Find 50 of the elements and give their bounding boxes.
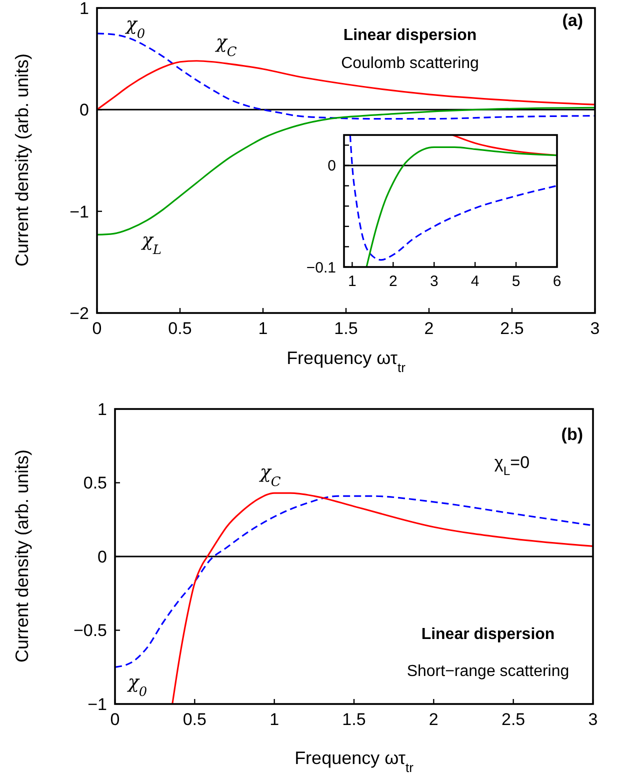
x-tick-label: 2.5 [500, 319, 524, 338]
x-tick-label: 1.5 [334, 319, 358, 338]
annotation: χ$_{L}$=0 [494, 453, 530, 478]
x-tick-label: 1 [258, 319, 268, 338]
y-tick-label: −2 [70, 304, 89, 323]
x-tick-label: 0 [110, 710, 120, 729]
x-tick-label: 1 [348, 273, 356, 290]
y-tick-label: 1 [98, 400, 107, 419]
series-label: χ$_{C}$ [214, 32, 237, 60]
annotation: Coulomb scattering [341, 55, 479, 72]
x-tick-label: 0.5 [168, 319, 192, 338]
line-series [452, 135, 557, 156]
y-tick-label: −1 [88, 694, 107, 714]
series-label: χ$_{C}$ [258, 462, 281, 490]
annotation: (b) [561, 425, 583, 444]
y-tick-label: 0.5 [83, 474, 107, 493]
x-tick-label: 2 [424, 319, 434, 338]
y-tick-label: −0.5 [73, 621, 107, 640]
x-tick-label: 6 [552, 273, 562, 290]
line-series [97, 106, 595, 236]
y-axis-title: Current density (arb. units) [12, 53, 32, 267]
series-label: χ$_{L}$ [140, 230, 162, 258]
line-series [366, 146, 557, 267]
x-tick-label: 3 [430, 273, 438, 290]
y-tick-label: 0 [98, 547, 107, 566]
y-tick-label: −1 [70, 202, 89, 222]
y-tick-label: 0 [80, 100, 89, 120]
x-tick-label: 2 [428, 710, 438, 729]
x-tick-label: 3 [588, 710, 598, 729]
series-label: χ$_{0}$ [126, 672, 148, 700]
annotation: Linear dispersion [343, 27, 477, 44]
series-label: χ$_{0}$ [124, 14, 146, 42]
line-series [349, 135, 557, 261]
x-tick-label: 1.5 [342, 710, 366, 729]
x-tick-label: 4 [470, 273, 480, 290]
x-axis-title: Frequency ωτ$_{tr}$ [286, 348, 406, 374]
annotation: Linear dispersion [421, 626, 555, 643]
y-tick-label: −0.1 [306, 259, 336, 276]
annotation: (a) [562, 11, 583, 30]
y-tick-label: 1 [80, 0, 89, 18]
x-tick-label: 2 [388, 273, 398, 290]
x-tick-label: 0.5 [182, 710, 206, 729]
x-tick-label: 2.5 [502, 710, 526, 729]
annotation: Short−range scattering [406, 663, 570, 680]
x-tick-label: 1 [270, 710, 280, 729]
line-series [172, 492, 593, 704]
x-tick-label: 3 [590, 319, 600, 338]
x-tick-label: 5 [512, 273, 520, 290]
y-axis-title: Current density (arb. units) [12, 449, 32, 663]
x-axis-title: Frequency ωτ$_{tr}$ [294, 748, 414, 774]
